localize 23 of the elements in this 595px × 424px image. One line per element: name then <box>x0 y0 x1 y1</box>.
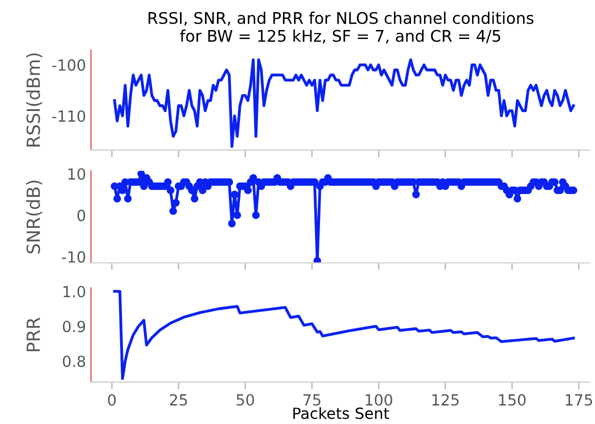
x-tick-label: 75 <box>303 394 320 406</box>
y-axis-title: PRR <box>26 317 40 352</box>
y-tick-label: -100 <box>52 59 86 71</box>
y-tick-label: 0.8 <box>62 356 86 368</box>
y-tick-label: -110 <box>52 110 86 122</box>
x-tick-label: 100 <box>366 394 392 406</box>
line-series <box>113 290 575 380</box>
x-tick-label: 150 <box>499 394 526 406</box>
x-axis-title: Packets Sent <box>293 407 390 420</box>
x-tick-label: 125 <box>432 394 459 406</box>
y-axis-title: SNR(dB) <box>26 180 42 254</box>
y-tick-label: 0 <box>77 210 86 222</box>
x-tick-label: 25 <box>170 394 187 406</box>
x-tick-label: 175 <box>566 394 592 406</box>
x-tick-label: 0 <box>108 394 116 406</box>
y-tick-label: 10 <box>68 168 86 180</box>
y-tick-label: -10 <box>62 251 86 263</box>
y-tick-label: 0.9 <box>62 320 86 332</box>
line-series <box>113 58 575 148</box>
x-tick-label: 50 <box>236 394 254 406</box>
y-tick-label: 1.0 <box>64 286 86 298</box>
chart-title: RSSI, SNR, and PRR for NLOS channel conditions for BW = 125 kHz, SF = 7, and CR = 4/5 <box>148 12 534 44</box>
y-axis-title: RSSI(dBm) <box>26 53 42 146</box>
